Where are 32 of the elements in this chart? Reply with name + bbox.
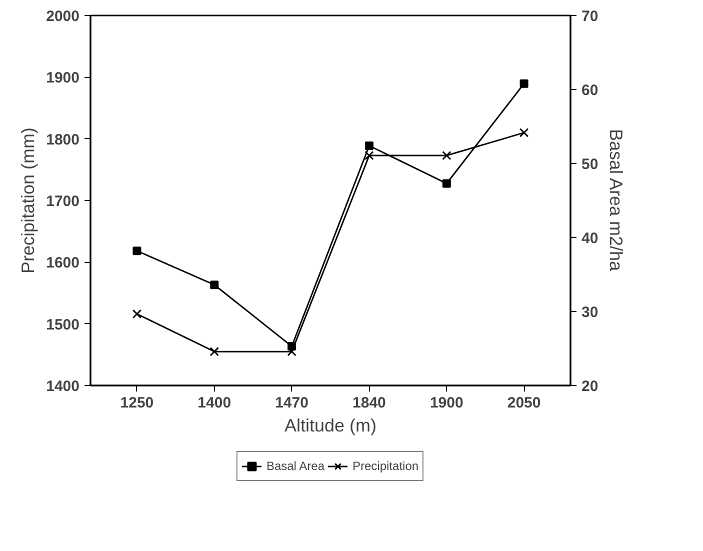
x-tick-label: 1840 <box>352 394 386 412</box>
y2-tick-label: 40 <box>582 230 598 247</box>
y-tick-label: 1700 <box>46 193 80 210</box>
point <box>287 346 296 356</box>
legend-label: Basal Area <box>266 458 324 472</box>
x-tick-label: 1250 <box>120 394 154 412</box>
x-tick-label: 2050 <box>507 394 541 412</box>
y2-tick-label: 70 <box>582 8 598 25</box>
point <box>364 150 374 160</box>
y2-tick-label: 60 <box>582 82 598 99</box>
y-tick-label: 1500 <box>46 316 80 334</box>
legend-label: Precipitation <box>352 458 419 472</box>
x-tick-label: 1900 <box>430 394 464 412</box>
y-tick-label: 1900 <box>46 70 80 87</box>
y2-tick-label: 50 <box>582 156 598 173</box>
y2-axis-title: Basal Area m2/ha <box>606 128 626 272</box>
x-tick-label: 1400 <box>198 394 232 412</box>
point <box>520 79 528 88</box>
y2-tick-label: 20 <box>582 378 598 395</box>
point <box>519 128 529 138</box>
point <box>132 309 142 319</box>
point <box>442 150 452 160</box>
y-tick-label: 2000 <box>46 8 80 25</box>
y-tick-label: 1600 <box>46 254 80 272</box>
y-tick-label: 1800 <box>46 131 80 148</box>
y2-tick-label: 30 <box>582 304 598 321</box>
y-axis-title: Precipitation (mm) <box>18 127 38 274</box>
x-tick-label: 1470 <box>275 394 308 412</box>
point <box>210 346 220 356</box>
y-tick-label: 1400 <box>46 378 80 395</box>
point <box>132 246 142 256</box>
x-axis-title: Altitude (m) <box>284 416 377 436</box>
